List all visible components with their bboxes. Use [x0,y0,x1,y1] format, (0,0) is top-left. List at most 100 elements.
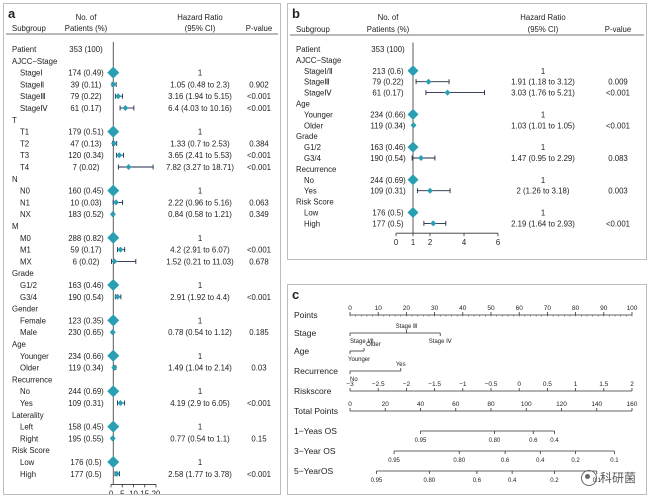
hazard-ratio-diamond [407,141,419,153]
row-label: G1/2 [20,281,37,290]
row-pvalue: <0.001 [247,470,271,479]
row-hazard-ratio: 1 [198,187,202,196]
scale-tick-label: 60 [516,305,524,312]
row-label: Older [20,364,39,373]
row-label: G3/4 [20,293,38,302]
watermark-text: 科研菌 [599,471,636,485]
scale-tick-label: 2 [630,381,634,388]
row-label: Age [12,340,26,349]
hazard-ratio-diamond [109,211,116,218]
row-pvalue: <0.001 [247,293,271,302]
os-tick-label: 0.2 [571,458,580,464]
row-patients: 109 (0.31) [370,187,406,196]
row-hazard-ratio: 4.19 (2.9 to 6.05) [170,399,230,408]
row-label: M1 [20,246,31,255]
header-hazard-ratio-line2: (95% CI) [185,24,216,33]
row-patients: 39 (0.11) [71,80,102,89]
row-pvalue: 0.678 [249,257,269,266]
scale-tick-label: 40 [417,401,425,408]
hazard-ratio-diamond [425,78,432,85]
row-pvalue: <0.001 [247,151,271,160]
scale-tick-label: −1.5 [428,381,441,388]
row-patients: 47 (0.13) [70,139,102,148]
hazard-ratio-diamond [113,470,120,477]
scale-tick-label: −2.5 [372,381,385,388]
hazard-ratio-diamond [114,293,121,300]
row-hazard-ratio: 2.58 (1.77 to 3.78) [168,470,232,479]
scale-tick-label: 80 [487,401,495,408]
hazard-ratio-diamond [110,81,117,88]
hazard-ratio-diamond [111,258,118,265]
row-pvalue: 0.003 [608,187,628,196]
hazard-ratio-diamond [112,199,119,206]
hazard-ratio-diamond [122,105,129,111]
row-pvalue: 0.083 [608,154,628,163]
row-pvalue: 0.349 [249,210,269,219]
row-label: N0 [20,187,31,196]
row-label: Yes [304,187,317,196]
row-label: Risk Score [12,446,50,455]
row-label: AJCC−Stage [12,57,57,66]
row-patients: 183 (0.52) [68,210,104,219]
row-patients: 230 (0.65) [68,328,104,337]
row-label: Male [20,328,37,337]
row-patients: 244 (0.69) [68,387,104,396]
hazard-ratio-diamond [117,400,124,406]
row-hazard-ratio: 3.03 (1.76 to 5.21) [511,89,575,98]
row-patients: 123 (0.35) [68,316,104,325]
hazard-ratio-diamond [107,349,120,362]
row-label: G3/4 [304,154,322,163]
row-hazard-ratio: 3.16 (1.94 to 5.15) [168,92,232,101]
hazard-ratio-diamond [107,385,120,398]
header-hazard-ratio-line1: Hazard Ratio [520,13,566,22]
os-tick-label: 0.4 [536,458,545,464]
panel-c-nomogram: c Points 0 10 20 30 40 50 60 70 80 90 100 Stage Stage … [287,284,647,495]
scale-tick-label: 20 [403,305,411,312]
row-label: M0 [20,234,31,243]
row-label: T1 [20,128,29,137]
row-hazard-ratio: 1 [198,281,202,290]
hazard-ratio-diamond [107,125,120,138]
row-label: Right [20,434,39,443]
row-label: StageⅢ [20,92,46,101]
row-label: Risk Score [296,198,334,207]
scale-tick-label: 160 [627,401,638,408]
hazard-ratio-diamond [116,152,123,159]
row-label: Younger [20,352,49,361]
os-tick-label: 0.80 [489,438,501,444]
x-tick-label: 0 [394,238,399,247]
scale-tick-label: 20 [382,401,390,408]
os-tick-label: 0.2 [550,478,559,484]
scale-tick-label: 60 [452,401,460,408]
row-patients: 288 (0.82) [68,234,104,243]
os-tick-label: 0.95 [415,438,427,444]
row-hazard-ratio: 1.49 (1.04 to 2.14) [168,364,232,373]
row-label: G1/2 [304,143,321,152]
os-tick-label: 0.4 [508,478,517,484]
panel-letter: b [292,6,300,21]
row-hazard-ratio: 1.91 (1.18 to 3.12) [511,78,575,87]
scale-tick-label: 50 [487,305,495,312]
row-pvalue: <0.001 [606,219,630,228]
row-patients: 195 (0.55) [68,434,104,443]
hazard-ratio-diamond [407,174,419,186]
row-patients: 119 (0.34) [371,121,406,130]
x-tick-label: 0 [109,489,114,494]
hazard-ratio-diamond [410,122,417,129]
row-label: T3 [20,151,29,160]
row-patients: 109 (0.31) [68,399,104,408]
nomogram-row-label: Recurrence [294,366,338,376]
x-tick-label: 15 [140,489,149,494]
row-label: Recurrence [12,375,52,384]
row-label: MX [20,257,32,266]
row-label: StageⅠ [20,69,43,78]
row-hazard-ratio: 1 [541,110,545,119]
row-label: Low [20,458,35,467]
row-patients: 61 (0.17) [70,104,102,113]
row-patients: 119 (0.34) [69,364,104,373]
row-patients: 61 (0.17) [372,89,404,98]
row-label: StageⅢ [304,78,330,87]
row-label: T4 [20,163,30,172]
row-label: NX [20,210,32,219]
row-pvalue: 0.15 [251,434,267,443]
